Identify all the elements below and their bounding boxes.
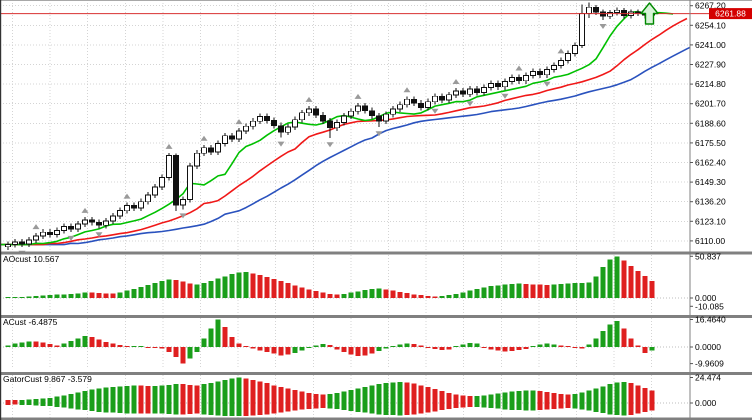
indicator-scale-label: 0.0000: [695, 342, 721, 352]
candlestick-chart[interactable]: [0, 2, 708, 256]
current-price-tag-text: 6261.88: [715, 9, 746, 19]
price-axis-label: 6110.00: [695, 236, 725, 246]
price-axis-label: 6188.60: [695, 118, 726, 128]
fractal-up-icon: [515, 65, 523, 71]
fractal-up-icon: [81, 207, 89, 213]
fractal-up-icon: [403, 87, 411, 93]
fractal-up-icon: [165, 143, 173, 149]
gator-lower-histogram[interactable]: [5, 403, 655, 417]
fractal-down-icon: [431, 108, 439, 114]
fractal-down-icon: [277, 141, 285, 147]
alligator-teeth-line: [0, 17, 688, 246]
fractal-down-icon: [179, 213, 187, 219]
fractal-up-icon: [305, 96, 313, 102]
fractal-up-icon: [32, 224, 40, 230]
ac-indicator-label: ACust -6.4875: [3, 317, 58, 327]
fractal-down-icon: [67, 235, 75, 241]
ac-histogram[interactable]: [5, 319, 655, 364]
indicator-scale-label: -9.9609: [695, 359, 724, 369]
ao-histogram[interactable]: [5, 256, 655, 298]
fractal-down-icon: [326, 142, 334, 148]
price-axis-label: 6123.10: [695, 216, 726, 226]
price-axis-label: 6149.30: [695, 177, 726, 187]
top-border: [0, 0, 752, 1]
price-axis[interactable]: 6267.20 6254.10 6241.00 6227.90 6214.80 6201.…: [690, 1, 726, 408]
fractal-down-icon: [543, 81, 551, 87]
gator-upper-histogram[interactable]: [5, 377, 655, 404]
indicator-scale-label: 0.000: [695, 398, 717, 408]
buy-arrow-icon: [640, 2, 659, 25]
fractal-down-icon: [375, 131, 383, 137]
price-axis-label: 6175.50: [695, 138, 726, 148]
fractal-up-icon: [200, 135, 208, 141]
indicator-scale-label: 24.474: [695, 373, 721, 383]
indicator-scale-label: 16.4640: [695, 315, 726, 325]
price-axis-label: 6214.80: [695, 79, 726, 89]
price-axis-label: 6162.40: [695, 158, 726, 168]
price-axis-label: 6227.90: [695, 60, 726, 70]
candlestick-series: [5, 2, 655, 250]
fractal-arrows: [18, 24, 607, 252]
indicator-scale-label: 50.837: [695, 251, 721, 261]
fractal-down-icon: [599, 24, 607, 29]
left-border: [0, 0, 2, 420]
price-axis-label: 6241.00: [695, 40, 726, 50]
gator-indicator-label: GatorCust 9.867 -3.579: [3, 374, 92, 384]
fractal-up-icon: [354, 93, 362, 99]
grid: [0, 0, 690, 418]
fractal-up-icon: [452, 79, 460, 84]
current-price-tag: [709, 8, 752, 20]
price-axis-label: 6254.10: [695, 20, 726, 30]
price-axis-label: 6201.70: [695, 99, 726, 109]
ao-indicator-label: AOcust 10.567: [3, 254, 60, 264]
indicator-scale-label: 0.000: [695, 293, 717, 303]
indicator-scale-label: -10.085: [695, 301, 724, 311]
fractal-down-icon: [95, 232, 103, 238]
fractal-down-icon: [501, 93, 509, 99]
price-axis-label: 6267.20: [695, 1, 726, 11]
fractal-up-icon: [557, 48, 565, 54]
alligator-jaw-line: [0, 46, 690, 246]
alligator-lips-line: [0, 10, 674, 246]
fractal-up-icon: [123, 193, 131, 199]
fractal-up-icon: [235, 119, 243, 125]
pane-separators[interactable]: [0, 251, 752, 420]
price-axis-label: 6136.20: [695, 197, 726, 207]
fractal-down-icon: [466, 101, 474, 107]
